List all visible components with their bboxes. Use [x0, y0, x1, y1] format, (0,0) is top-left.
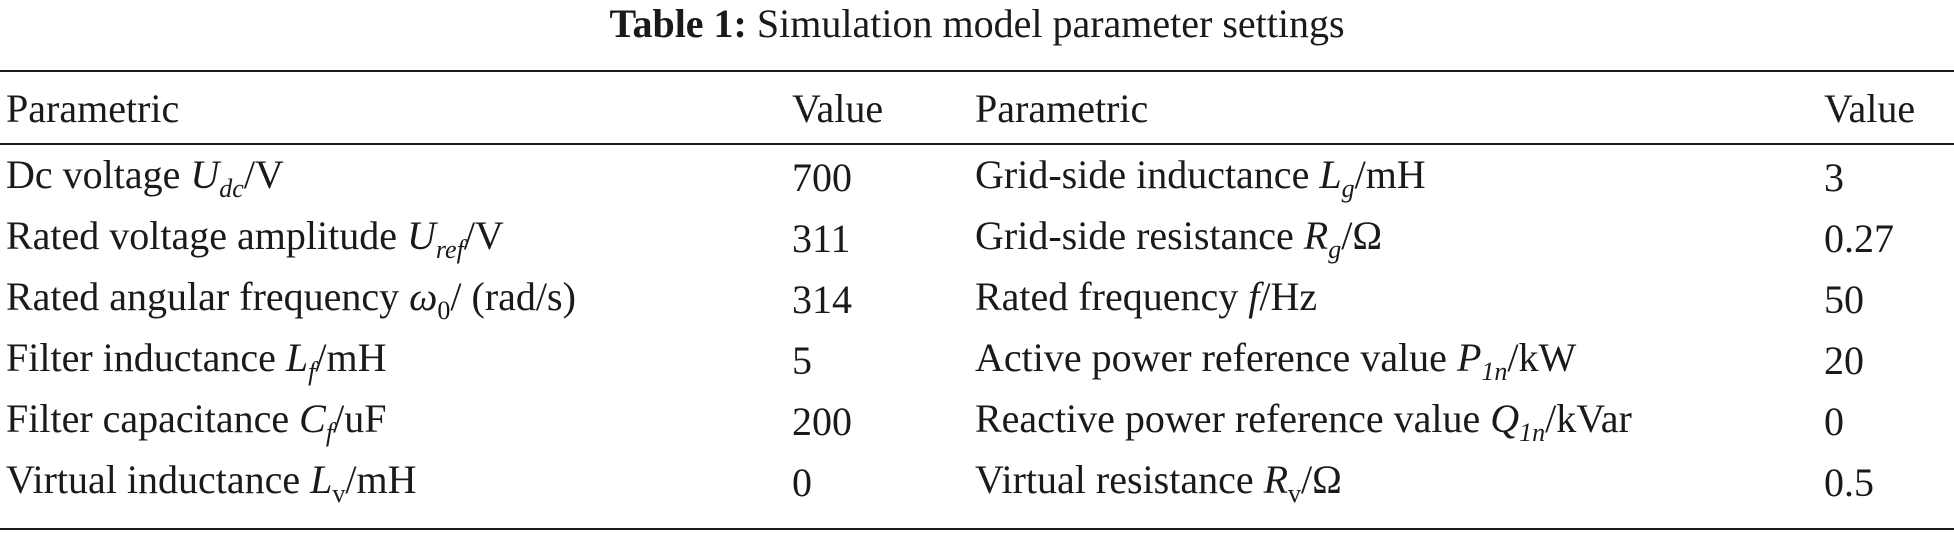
param-subscript: f [308, 357, 316, 386]
param-unit: /V [243, 152, 284, 197]
param-subscript: dc [219, 174, 244, 203]
param-symbol: R [1303, 213, 1329, 258]
param-text: Rated voltage amplitude [6, 213, 407, 258]
parameter-cell: Virtual inductance Lv/mH [0, 452, 792, 513]
parameter-cell: Filter capacitance Cf/uF [0, 391, 792, 452]
param-unit: /mH [1354, 152, 1426, 197]
header-value-2: Value [1824, 86, 1916, 131]
param-symbol: R [1263, 457, 1289, 502]
param-subscript: g [1328, 235, 1342, 264]
header-row: Parametric Value Parametric Value [0, 74, 1954, 143]
parameter-cell: Grid-side inductance Lg/mH [975, 143, 1824, 208]
param-symbol: U [407, 213, 436, 258]
value-cell: 0.5 [1824, 460, 1874, 505]
table-row: Rated angular frequency ω0/ (rad/s) 314 Ra… [0, 269, 1954, 330]
param-subscript: v [332, 479, 346, 508]
param-unit: /kVar [1545, 396, 1632, 441]
value-cell: 0 [792, 460, 812, 505]
parameter-cell: Rated voltage amplitude Uref/V [0, 208, 792, 269]
param-text: Grid-side resistance [975, 213, 1304, 258]
param-subscript: ref [435, 235, 464, 264]
header-value-1: Value [792, 86, 884, 131]
param-text: Filter capacitance [6, 396, 300, 441]
bottom-rule [0, 528, 1954, 530]
param-subscript: 1n [1519, 418, 1546, 447]
param-symbol: U [190, 152, 220, 197]
table-caption: Table 1: Simulation model parameter sett… [0, 0, 1954, 60]
param-unit: /V [463, 213, 504, 258]
param-symbol: L [310, 457, 333, 502]
param-text: Dc voltage [6, 152, 191, 197]
param-text: Active power reference value [975, 335, 1457, 380]
value-cell: 3 [1824, 155, 1844, 200]
value-cell: 0 [1824, 399, 1844, 444]
param-unit: /Ω [1301, 457, 1342, 502]
header-parametric-1: Parametric [6, 86, 180, 131]
param-unit: /Ω [1341, 213, 1383, 258]
table-row: Virtual inductance Lv/mH 0 Virtual resista… [0, 452, 1954, 513]
parameter-cell: Filter inductance Lf/mH [0, 330, 792, 391]
param-unit: / (rad/s) [450, 274, 576, 319]
param-symbol: ω [409, 274, 438, 319]
value-cell: 700 [792, 155, 852, 200]
value-cell: 200 [792, 399, 852, 444]
param-text: Grid-side inductance [975, 152, 1320, 197]
param-unit: /uF [333, 396, 387, 441]
param-text: Rated frequency [975, 274, 1249, 319]
caption-label: Table 1: [609, 1, 747, 46]
parameter-table: Parametric Value Parametric Value Dc vol… [0, 74, 1954, 513]
parameter-cell: Virtual resistance Rv/Ω [975, 452, 1824, 513]
param-unit: /mH [345, 457, 417, 502]
param-symbol: C [299, 396, 326, 441]
value-cell: 50 [1824, 277, 1864, 322]
param-symbol: f [1248, 274, 1260, 319]
param-subscript: f [325, 418, 334, 447]
parameter-cell: Reactive power reference value Q1n/kVar [975, 391, 1824, 452]
param-subscript: 0 [437, 296, 451, 325]
value-cell: 314 [792, 277, 852, 322]
value-cell: 0.27 [1824, 216, 1894, 261]
param-unit: /kW [1507, 335, 1577, 380]
param-unit: /Hz [1259, 274, 1318, 319]
value-cell: 311 [792, 216, 851, 261]
parameter-cell: Dc voltage Udc/V [0, 143, 792, 208]
param-symbol: L [285, 335, 309, 380]
param-symbol: Q [1490, 396, 1520, 441]
param-text: Rated angular frequency [6, 274, 410, 319]
param-symbol: P [1456, 335, 1482, 380]
value-cell: 5 [792, 338, 812, 383]
top-rule [0, 70, 1954, 72]
caption-text: Simulation model parameter settings [756, 1, 1345, 46]
param-unit: /mH [315, 335, 387, 380]
param-text: Filter inductance [6, 335, 286, 380]
header-parametric-2: Parametric [975, 86, 1149, 131]
header-rule [0, 143, 1954, 145]
value-cell: 20 [1824, 338, 1864, 383]
param-subscript: 1n [1481, 357, 1508, 386]
table-row: Dc voltage Udc/V 700 Grid-side inductance … [0, 143, 1954, 208]
parameter-cell: Grid-side resistance Rg/Ω [975, 208, 1824, 269]
param-subscript: v [1288, 479, 1302, 508]
table-row: Filter inductance Lf/mH 5 Active power ref… [0, 330, 1954, 391]
table-row: Filter capacitance Cf/uF 200 Reactive powe… [0, 391, 1954, 452]
table-row: Rated voltage amplitude Uref/V 311 Grid-si… [0, 208, 1954, 269]
param-text: Virtual resistance [975, 457, 1264, 502]
param-text: Virtual inductance [6, 457, 311, 502]
parameter-cell: Rated frequency f/Hz [975, 269, 1824, 330]
param-subscript: g [1341, 174, 1355, 203]
param-text: Reactive power reference value [975, 396, 1491, 441]
parameter-cell: Rated angular frequency ω0/ (rad/s) [0, 269, 792, 330]
param-symbol: L [1319, 152, 1342, 197]
parameter-cell: Active power reference value P1n/kW [975, 330, 1824, 391]
